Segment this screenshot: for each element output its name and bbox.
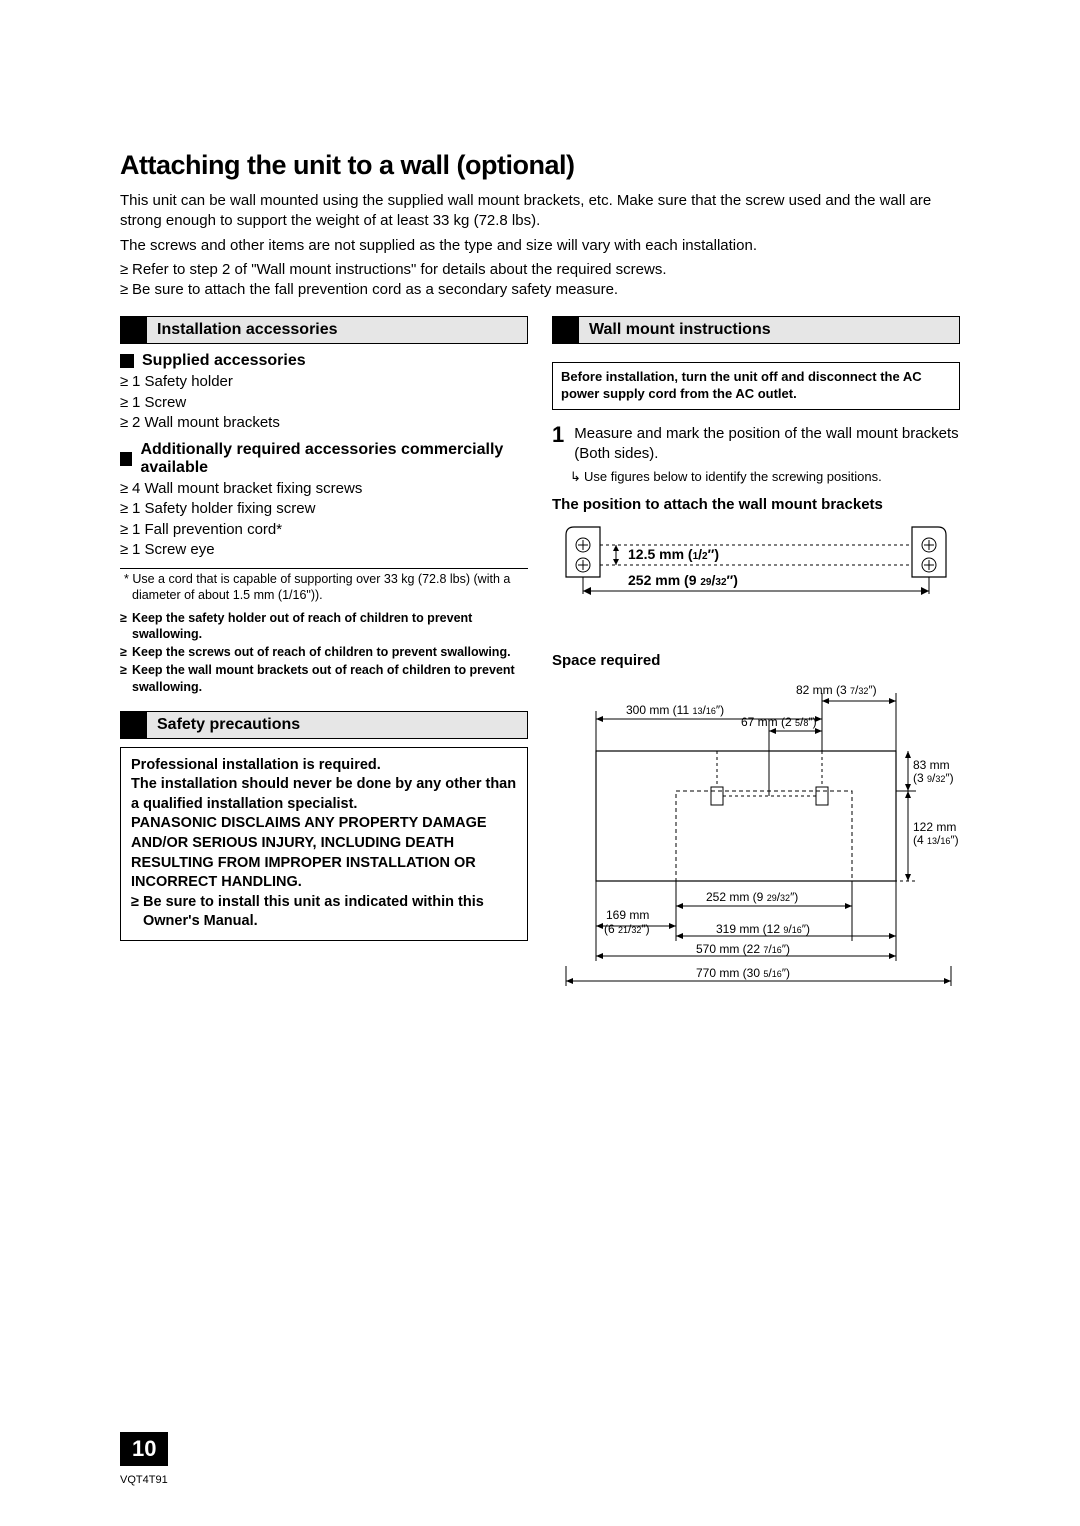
list-item: Keep the safety holder out of reach of c… <box>120 610 528 643</box>
step-text: Measure and mark the position of the wal… <box>574 424 960 465</box>
safety-text: Professional installation is required. <box>131 756 517 776</box>
subhead-additional: Additionally required accessories commer… <box>120 441 528 477</box>
list-item: 1 Safety holder <box>120 372 528 392</box>
section-header-safety: Safety precautions <box>120 711 528 739</box>
step-number: 1 <box>552 424 564 465</box>
intro-text-2: The screws and other items are not suppl… <box>120 236 960 256</box>
safety-bullet: Be sure to install this unit as indicate… <box>131 893 517 932</box>
bracket-position-diagram: 12.5 mm (1/2″) 252 mm (9 29/32″) <box>552 519 960 639</box>
svg-text:169 mm: 169 mm <box>606 908 649 922</box>
svg-text:82 mm (3 7/32″): 82 mm (3 7/32″) <box>796 683 877 697</box>
diagram1-title: The position to attach the wall mount br… <box>552 496 960 513</box>
list-item: 1 Safety holder fixing screw <box>120 499 528 519</box>
supplied-list: 1 Safety holder 1 Screw 2 Wall mount bra… <box>120 372 528 433</box>
subhead-supplied: Supplied accessories <box>120 352 528 370</box>
section-label: Wall mount instructions <box>579 317 959 343</box>
left-column: Installation accessories Supplied access… <box>120 316 528 1005</box>
svg-text:252 mm (9 29/32″): 252 mm (9 29/32″) <box>628 572 738 588</box>
svg-text:83 mm: 83 mm <box>913 758 950 772</box>
section-header-installation: Installation accessories <box>120 316 528 344</box>
list-item: Keep the wall mount brackets out of reac… <box>120 662 528 695</box>
list-item: 4 Wall mount bracket fixing screws <box>120 479 528 499</box>
diagram2-title: Space required <box>552 652 960 669</box>
svg-text:(3 9/32″): (3 9/32″) <box>913 771 954 785</box>
section-label: Installation accessories <box>147 317 527 343</box>
safety-text: PANASONIC DISCLAIMS ANY PROPERTY DAMAGE … <box>131 814 517 892</box>
document-id: VQT4T91 <box>120 1474 168 1486</box>
step-1: 1 Measure and mark the position of the w… <box>552 424 960 465</box>
right-column: Wall mount instructions Before installat… <box>552 316 960 1005</box>
intro-text-1: This unit can be wall mounted using the … <box>120 191 960 232</box>
section-label: Safety precautions <box>147 712 527 738</box>
list-item: Keep the screws out of reach of children… <box>120 644 528 660</box>
safety-text: The installation should never be done by… <box>131 775 517 814</box>
svg-text:67 mm (2 5/8″): 67 mm (2 5/8″) <box>741 715 817 729</box>
warning-list: Keep the safety holder out of reach of c… <box>120 610 528 695</box>
svg-text:(6 21/32″): (6 21/32″) <box>604 922 650 936</box>
list-item: 2 Wall mount brackets <box>120 413 528 433</box>
intro-bullet: Be sure to attach the fall prevention co… <box>120 280 960 300</box>
page-title: Attaching the unit to a wall (optional) <box>120 150 960 181</box>
svg-text:252 mm (9 29/32″): 252 mm (9 29/32″) <box>706 890 798 904</box>
list-item: 1 Screw <box>120 393 528 413</box>
section-header-wallmount: Wall mount instructions <box>552 316 960 344</box>
intro-bullet: Refer to step 2 of "Wall mount instructi… <box>120 260 960 280</box>
space-required-diagram: 82 mm (3 7/32″) 300 mm (11 13/16″) 67 mm… <box>552 681 960 1001</box>
svg-text:300 mm (11 13/16″): 300 mm (11 13/16″) <box>626 703 724 717</box>
additional-list: 4 Wall mount bracket fixing screws 1 Saf… <box>120 479 528 560</box>
step-subnote: Use figures below to identify the screwi… <box>552 469 960 484</box>
svg-text:122 mm: 122 mm <box>913 820 956 834</box>
list-item: 1 Screw eye <box>120 540 528 560</box>
page-number: 10 <box>120 1432 168 1466</box>
svg-text:(4 13/16″): (4 13/16″) <box>913 833 959 847</box>
list-item: 1 Fall prevention cord* <box>120 520 528 540</box>
svg-text:770 mm (30 5/16″): 770 mm (30 5/16″) <box>696 966 790 980</box>
intro-bullets: Refer to step 2 of "Wall mount instructi… <box>120 260 960 301</box>
svg-text:12.5 mm (1/2″): 12.5 mm (1/2″) <box>628 546 719 562</box>
safety-box: Professional installation is required. T… <box>120 747 528 941</box>
notice-box: Before installation, turn the unit off a… <box>552 362 960 410</box>
svg-text:319 mm (12 9/16″): 319 mm (12 9/16″) <box>716 922 810 936</box>
svg-text:570 mm (22 7/16″): 570 mm (22 7/16″) <box>696 942 790 956</box>
footnote: * Use a cord that is capable of supporti… <box>120 571 528 604</box>
